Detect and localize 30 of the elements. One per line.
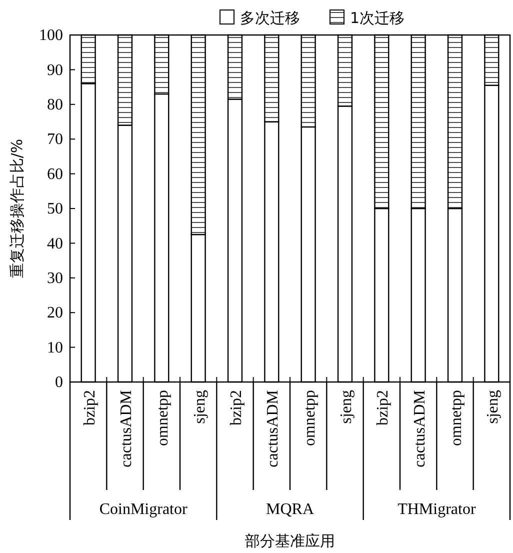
text: MQRA	[266, 501, 314, 518]
y-axis-title: 重复迁移操作占比/%	[8, 138, 26, 278]
x-tick-label: bzip2	[81, 390, 98, 426]
y-tick-label: 20	[47, 304, 63, 322]
x-tick-label: omnetpp	[301, 390, 318, 446]
x-tick-label: bzip2	[228, 390, 245, 426]
legend-label: 多次迁移	[240, 9, 300, 27]
y-tick-label: 40	[47, 235, 63, 252]
y-tick-label: 60	[47, 166, 63, 183]
text: THMigrator	[398, 501, 476, 518]
y-tick-label: 30	[47, 270, 63, 288]
x-tick-label: cactusADM	[411, 390, 428, 468]
y-tick-label: 50	[47, 200, 63, 218]
x-axis-title: 部分基准应用	[245, 532, 335, 550]
y-tick-label: 80	[47, 96, 63, 114]
y-tick-label: 0	[55, 374, 63, 392]
text: CoinMigrator	[99, 501, 188, 518]
y-tick-label: 100	[39, 27, 63, 44]
x-tick-label: sjeng	[484, 390, 502, 424]
x-tick-label: cactusADM	[264, 390, 282, 468]
y-tick-label: 70	[47, 131, 63, 148]
x-tick-label: sjeng	[191, 390, 208, 424]
y-tick-label: 10	[47, 339, 63, 356]
x-tick-label: sjeng	[338, 390, 355, 424]
x-tick-label: cactusADM	[118, 390, 135, 468]
x-tick-label: bzip2	[374, 390, 392, 426]
x-tick-label: omnetpp	[448, 390, 465, 446]
y-tick-label: 90	[47, 62, 63, 79]
legend-label: 1次迁移	[350, 9, 405, 27]
x-tick-label: omnetpp	[154, 390, 172, 446]
